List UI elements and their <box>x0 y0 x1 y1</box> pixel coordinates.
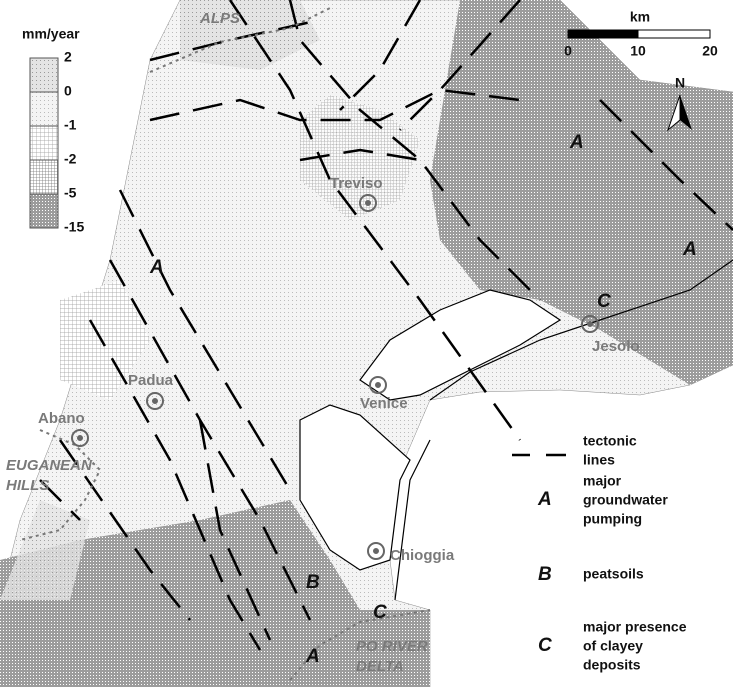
scale-unit: km <box>630 9 650 25</box>
scale-tick-label: 10 <box>630 43 646 59</box>
legend-class-label: 0 <box>64 83 72 99</box>
legend-class-label: -2 <box>64 151 77 167</box>
legend-swatch <box>30 194 58 228</box>
zone-letter: A <box>682 239 697 260</box>
key-symbol: C <box>538 635 552 656</box>
legend-class-label: -1 <box>64 117 77 133</box>
place-label: EUGANEAN <box>6 457 93 474</box>
place-label: HILLS <box>6 477 49 494</box>
place-label: Chioggia <box>390 547 455 564</box>
legend-swatch <box>30 126 58 160</box>
key-label: major <box>583 473 622 489</box>
scale-tick-label: 0 <box>564 43 572 59</box>
place-label: Abano <box>38 410 85 427</box>
legend-swatch <box>30 58 58 92</box>
legend-class-label: -5 <box>64 185 77 201</box>
legend-swatch <box>30 92 58 126</box>
place-label: DELTA <box>356 658 404 675</box>
key-symbol: B <box>538 564 552 585</box>
zone-letter: A <box>305 646 320 667</box>
key-label: lines <box>583 452 615 468</box>
legend-class-label: -15 <box>64 219 84 235</box>
scale-tick-label: 20 <box>702 43 718 59</box>
map: mm/year20-1-2-5-15km01020NALPSTrevisoJes… <box>0 0 733 687</box>
place-label: ALPS <box>199 10 240 27</box>
place-label: Venice <box>360 395 408 412</box>
zone-letter: C <box>597 291 611 312</box>
key-label: deposits <box>583 657 641 673</box>
key-label: pumping <box>583 511 642 527</box>
key-label: tectonic <box>583 433 637 449</box>
place-label: Jesolo <box>592 338 640 355</box>
zone-letter: C <box>373 602 387 623</box>
key-label: major presence <box>583 619 687 635</box>
zone-letter: A <box>149 257 164 278</box>
legend-class-label: 2 <box>64 49 72 65</box>
key-symbol: A <box>537 489 552 510</box>
scale-bar <box>568 30 710 38</box>
key-label: of clayey <box>583 638 643 654</box>
zone-letter: B <box>306 572 320 593</box>
place-label: PO RIVER <box>356 638 428 655</box>
key-label: groundwater <box>583 492 668 508</box>
zone-letter: A <box>569 132 584 153</box>
place-label: Treviso <box>330 175 383 192</box>
legend-swatch <box>30 160 58 194</box>
north-label: N <box>675 75 685 91</box>
key-label: peatsoils <box>583 566 644 582</box>
place-label: Padua <box>128 372 174 389</box>
legend-unit: mm/year <box>22 26 80 42</box>
page: {"legend": {"unit": "mm/year", "classes"… <box>0 0 733 687</box>
